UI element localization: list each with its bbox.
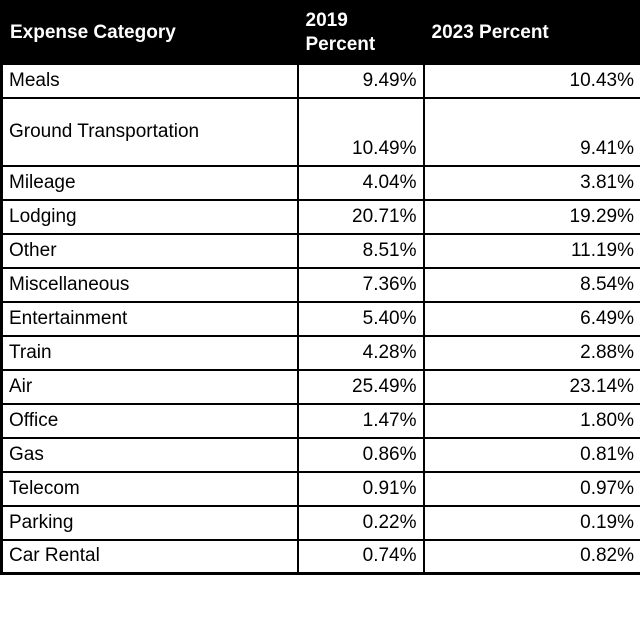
- category-cell: Mileage: [0, 164, 299, 201]
- category-cell: Air: [0, 368, 299, 405]
- table-header: Expense Category 2019 Percent 2023 Perce…: [0, 0, 640, 65]
- table-row: Telecom 0.91% 0.97%: [0, 470, 640, 507]
- table-row: Other 8.51% 11.19%: [0, 232, 640, 269]
- value-2023-cell: 3.81%: [422, 164, 640, 201]
- table-body: Meals 9.49% 10.43% Ground Transportation…: [0, 62, 640, 575]
- table-row: Air 25.49% 23.14%: [0, 368, 640, 405]
- value-2023-cell: 0.81%: [422, 436, 640, 473]
- expense-percent-table: Expense Category 2019 Percent 2023 Perce…: [0, 0, 640, 575]
- value-2023-cell: 2.88%: [422, 334, 640, 371]
- value-2023-cell: 0.19%: [422, 504, 640, 541]
- value-2019-cell: 0.74%: [296, 538, 425, 575]
- value-2023-cell: 1.80%: [422, 402, 640, 439]
- value-2019-cell: 0.86%: [296, 436, 425, 473]
- category-cell: Other: [0, 232, 299, 269]
- table-row: Lodging 20.71% 19.29%: [0, 198, 640, 235]
- table-row: Ground Transportation 10.49% 9.41%: [0, 96, 640, 167]
- value-2023-cell: 0.97%: [422, 470, 640, 507]
- header-row: Expense Category 2019 Percent 2023 Perce…: [0, 0, 640, 65]
- table-row: Miscellaneous 7.36% 8.54%: [0, 266, 640, 303]
- value-2023-cell: 0.82%: [422, 538, 640, 575]
- value-2019-cell: 25.49%: [296, 368, 425, 405]
- value-2019-cell: 10.49%: [296, 96, 425, 167]
- table-row: Entertainment 5.40% 6.49%: [0, 300, 640, 337]
- category-cell: Lodging: [0, 198, 299, 235]
- table-row: Parking 0.22% 0.19%: [0, 504, 640, 541]
- category-cell: Telecom: [0, 470, 299, 507]
- value-2023-cell: 11.19%: [422, 232, 640, 269]
- category-cell: Meals: [0, 62, 299, 99]
- header-2023-percent: 2023 Percent: [422, 0, 640, 65]
- value-2023-cell: 8.54%: [422, 266, 640, 303]
- value-2023-cell: 6.49%: [422, 300, 640, 337]
- header-expense-category: Expense Category: [0, 0, 299, 65]
- category-cell: Miscellaneous: [0, 266, 299, 303]
- category-cell: Car Rental: [0, 538, 299, 575]
- category-cell: Train: [0, 334, 299, 371]
- value-2023-cell: 23.14%: [422, 368, 640, 405]
- category-cell: Office: [0, 402, 299, 439]
- category-cell: Parking: [0, 504, 299, 541]
- value-2019-cell: 4.28%: [296, 334, 425, 371]
- table-row: Train 4.28% 2.88%: [0, 334, 640, 371]
- value-2019-cell: 0.22%: [296, 504, 425, 541]
- value-2019-cell: 8.51%: [296, 232, 425, 269]
- value-2023-cell: 10.43%: [422, 62, 640, 99]
- category-cell: Entertainment: [0, 300, 299, 337]
- value-2019-cell: 9.49%: [296, 62, 425, 99]
- table-row: Car Rental 0.74% 0.82%: [0, 538, 640, 575]
- value-2023-cell: 19.29%: [422, 198, 640, 235]
- category-cell: Ground Transportation: [0, 96, 299, 167]
- value-2019-cell: 20.71%: [296, 198, 425, 235]
- value-2019-cell: 5.40%: [296, 300, 425, 337]
- value-2019-cell: 4.04%: [296, 164, 425, 201]
- header-2019-percent: 2019 Percent: [296, 0, 425, 65]
- category-cell: Gas: [0, 436, 299, 473]
- value-2023-cell: 9.41%: [422, 96, 640, 167]
- header-2019-percent-label: 2019 Percent: [305, 10, 376, 55]
- table-row: Gas 0.86% 0.81%: [0, 436, 640, 473]
- value-2019-cell: 1.47%: [296, 402, 425, 439]
- value-2019-cell: 0.91%: [296, 470, 425, 507]
- table-row: Mileage 4.04% 3.81%: [0, 164, 640, 201]
- table-row: Office 1.47% 1.80%: [0, 402, 640, 439]
- table-row: Meals 9.49% 10.43%: [0, 62, 640, 99]
- value-2019-cell: 7.36%: [296, 266, 425, 303]
